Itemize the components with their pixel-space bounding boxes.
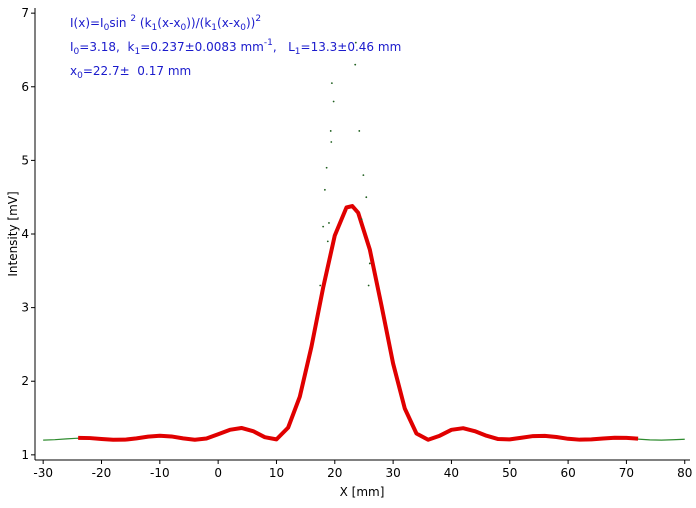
data-point <box>365 196 368 199</box>
x-tick-label: 10 <box>269 466 284 480</box>
x-tick-label: 30 <box>385 466 400 480</box>
data-point <box>329 130 332 132</box>
data-point <box>368 262 371 265</box>
annotation: x0=22.7± 0.17 mm <box>70 64 191 81</box>
x-tick-label: -10 <box>150 466 170 480</box>
data-point <box>360 218 363 221</box>
data-point <box>325 166 328 169</box>
annotation: I0=3.18, k1=0.237±0.0083 mm-1, L1=13.3±0… <box>70 38 401 57</box>
data-point <box>323 188 326 191</box>
x-tick-label: -30 <box>33 466 53 480</box>
annotation: I(x)=I0sin 2 (k1(x-x0))/(k1(x-x0))2 <box>70 14 261 33</box>
data-point <box>367 284 370 287</box>
x-tick-label: 50 <box>502 466 517 480</box>
data-point <box>354 41 357 44</box>
series-line <box>43 205 685 441</box>
series-line <box>78 204 639 442</box>
y-tick-label: 6 <box>21 80 29 94</box>
y-tick-label: 1 <box>21 448 29 462</box>
x-tick-label: 80 <box>677 466 692 480</box>
data-point <box>330 82 333 84</box>
x-tick-label: 0 <box>214 466 222 480</box>
y-tick-label: 4 <box>21 227 29 241</box>
data-point <box>322 225 325 228</box>
x-tick-label: 40 <box>444 466 459 480</box>
y-tick-label: 7 <box>21 6 29 20</box>
y-tick-label: 2 <box>21 374 29 388</box>
x-tick-label: 70 <box>619 466 634 480</box>
data-point <box>328 222 330 224</box>
data-point <box>354 63 357 66</box>
y-tick-label: 5 <box>21 153 29 167</box>
y-tick-label: 3 <box>21 301 29 315</box>
data-point <box>326 240 329 243</box>
data-point <box>358 130 361 132</box>
x-tick-label: 60 <box>560 466 575 480</box>
data-point <box>362 174 365 177</box>
x-tick-label: 20 <box>327 466 342 480</box>
x-axis-label: X [mm] <box>340 485 385 499</box>
data-point <box>319 284 322 287</box>
x-tick-label: -20 <box>92 466 112 480</box>
data-point <box>332 100 335 103</box>
y-axis-label: Intensity [mV] <box>6 191 20 276</box>
data-point <box>330 141 333 143</box>
